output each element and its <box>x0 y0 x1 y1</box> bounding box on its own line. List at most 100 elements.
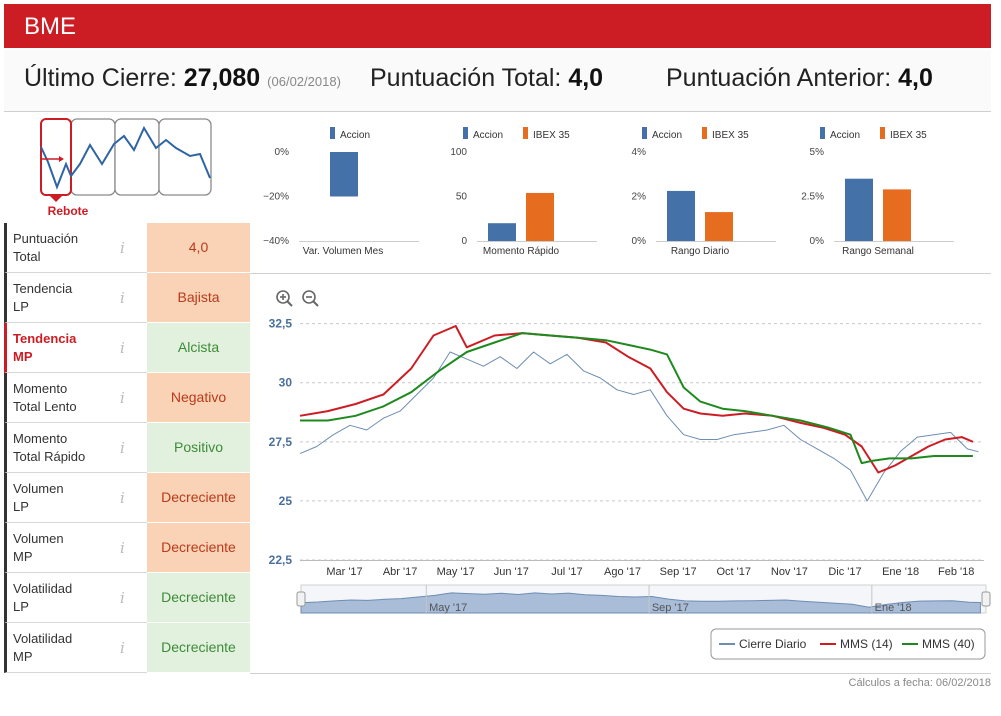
x-tick-label: Abr '17 <box>383 566 418 578</box>
indicator-value: Decreciente <box>147 573 250 622</box>
indicator-label: Tendencia LP <box>4 273 147 323</box>
divider <box>250 673 991 674</box>
x-tick-label: Ago '17 <box>604 566 641 578</box>
info-icon[interactable]: i <box>120 589 125 607</box>
x-tick-label: Sep '17 <box>660 566 697 578</box>
indicator-label-line1: Volumen <box>13 481 64 496</box>
last-close-value: 27,080 <box>183 64 261 92</box>
navigator-handle[interactable] <box>296 591 306 607</box>
info-icon[interactable]: i <box>120 389 125 407</box>
indicator-label: Puntuación Total <box>4 223 147 273</box>
mini-chart: Accion 0% −20% −40% Var. Volumen Mes <box>263 127 419 257</box>
pattern-frame <box>114 118 160 196</box>
title-bar: BME <box>4 4 991 48</box>
x-tick-label: Oct '17 <box>716 566 751 578</box>
series-line-mms-40 <box>300 332 973 465</box>
indicator-label-line2: LP <box>13 299 29 314</box>
x-tick-label: Jul '17 <box>551 566 582 578</box>
bar <box>330 152 358 197</box>
navigator-label: Sep '17 <box>652 602 689 614</box>
indicator-value: 4,0 <box>147 223 250 272</box>
info-icon[interactable]: i <box>120 339 125 357</box>
zoom-in-icon[interactable] <box>276 290 293 307</box>
indicator-label-line2: MP <box>13 349 33 364</box>
legend-swatch <box>523 127 528 139</box>
last-close-date: (06/02/2018) <box>267 74 341 89</box>
info-icon[interactable]: i <box>120 289 125 307</box>
y-tick-label: 32,5 <box>269 317 293 331</box>
indicator-row: Volumen MP i Decreciente <box>4 523 250 573</box>
legend-label: MMS (40) <box>922 637 975 651</box>
indicator-label: Momento Total Rápido <box>4 423 147 473</box>
indicator-table: Puntuación Total i 4,0 Tendencia LP i Bajista Te… <box>4 223 250 673</box>
mini-chart: Accion IBEX 35 0 50 100 Momento Rápido <box>450 127 597 257</box>
info-icon[interactable]: i <box>120 639 125 657</box>
indicator-label-line1: Puntuación <box>13 231 79 246</box>
indicator-value: Decreciente <box>147 623 250 672</box>
indicator-label-line2: Total Lento <box>13 399 77 414</box>
indicator-label-line2: LP <box>13 499 29 514</box>
legend-label: IBEX 35 <box>890 130 927 141</box>
legend-label: Accion <box>473 130 503 141</box>
last-close: Último Cierre: 27,080 (06/02/2018) <box>24 64 341 93</box>
indicator-row: Volatilidad LP i Decreciente <box>4 573 250 623</box>
x-tick-label: Mar '17 <box>326 566 362 578</box>
bar <box>526 192 554 241</box>
x-tick-label: Jun '17 <box>494 566 529 578</box>
indicator-row: Volumen LP i Decreciente <box>4 473 250 523</box>
total-score-label: Puntuación Total: <box>370 64 562 92</box>
info-icon[interactable]: i <box>120 239 125 257</box>
x-tick-label: Dic '17 <box>828 566 861 578</box>
indicator-row: Tendencia MP i Alcista <box>4 323 250 373</box>
indicator-value: Negativo <box>147 373 250 422</box>
y-tick-label: 2% <box>632 192 647 203</box>
y-tick-label: 22,5 <box>269 553 293 567</box>
range-navigator[interactable]: May '17 Sep '17 Ene '18 <box>296 584 991 614</box>
info-icon[interactable]: i <box>120 539 125 557</box>
legend-label: IBEX 35 <box>712 130 749 141</box>
bar <box>883 189 911 241</box>
page-title: BME <box>24 13 77 40</box>
info-icon[interactable]: i <box>120 489 125 507</box>
navigator-label: May '17 <box>429 602 467 614</box>
indicator-label-line2: Total Rápido <box>13 449 86 464</box>
legend-swatch <box>463 127 468 139</box>
legend-label: IBEX 35 <box>533 130 570 141</box>
indicator-label-line1: Volumen <box>13 531 64 546</box>
pattern-arrow-head-icon <box>59 156 64 162</box>
indicator-label-line2: MP <box>13 549 33 564</box>
chart-title: Var. Volumen Mes <box>303 246 383 257</box>
navigator-handle[interactable] <box>981 591 991 607</box>
y-tick-label: 0 <box>461 236 467 247</box>
indicator-value: Alcista <box>147 323 250 372</box>
chart-legend: Cierre Diario MMS (14) MMS (40) <box>710 628 986 660</box>
pattern-frame <box>158 118 212 196</box>
zoom-out-icon[interactable] <box>302 290 319 307</box>
x-tick-label: Nov '17 <box>771 566 808 578</box>
indicator-row: Puntuación Total i 4,0 <box>4 223 250 273</box>
y-tick-label: 0% <box>275 147 290 158</box>
chart-title: Momento Rápido <box>483 246 560 257</box>
legend-swatch <box>642 127 647 139</box>
legend-label: MMS (14) <box>840 637 893 651</box>
indicator-label-line1: Momento <box>13 431 68 446</box>
legend-swatch <box>330 127 335 139</box>
last-close-label: Último Cierre: <box>24 64 177 92</box>
price-chart: 22,5 25 27,5 30 32,5 Mar '17 Abr '17 May '17 Jun… <box>269 290 991 660</box>
bar <box>667 190 695 241</box>
y-tick-label: 25 <box>279 494 293 508</box>
x-tick-label: Feb '18 <box>938 566 974 578</box>
legend-swatch <box>702 127 707 139</box>
indicator-value: Positivo <box>147 423 250 472</box>
info-icon[interactable]: i <box>120 439 125 457</box>
y-tick-label: 30 <box>279 376 293 390</box>
indicator-label: Momento Total Lento <box>4 373 147 423</box>
legend-label: Accion <box>830 130 860 141</box>
y-tick-label: −40% <box>263 236 289 247</box>
indicator-value: Decreciente <box>147 523 250 572</box>
y-tick-label: 4% <box>632 147 647 158</box>
indicator-row: Volatilidad MP i Decreciente <box>4 623 250 673</box>
legend-label: Accion <box>652 130 682 141</box>
indicator-label: Volatilidad LP <box>4 573 147 623</box>
